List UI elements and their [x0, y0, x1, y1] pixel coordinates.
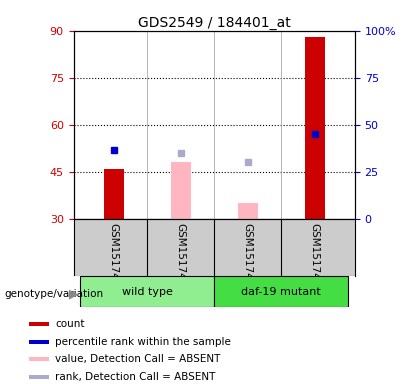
Text: GSM151748: GSM151748	[176, 223, 186, 287]
Text: GSM151745: GSM151745	[243, 223, 253, 287]
Text: wild type: wild type	[122, 287, 173, 297]
Text: rank, Detection Call = ABSENT: rank, Detection Call = ABSENT	[55, 372, 215, 382]
Bar	[80, 276, 214, 307]
Bar	[214, 276, 348, 307]
Bar	[29, 357, 49, 361]
Text: genotype/variation: genotype/variation	[4, 289, 103, 299]
Text: GSM151746: GSM151746	[310, 223, 320, 287]
Bar	[104, 169, 124, 219]
Bar	[29, 322, 49, 326]
Text: value, Detection Call = ABSENT: value, Detection Call = ABSENT	[55, 354, 221, 364]
Bar	[29, 340, 49, 344]
Text: daf-19 mutant: daf-19 mutant	[241, 287, 321, 297]
Text: ▶: ▶	[69, 287, 79, 300]
Bar	[238, 203, 258, 219]
Text: percentile rank within the sample: percentile rank within the sample	[55, 337, 231, 347]
Text: count: count	[55, 319, 85, 329]
Title: GDS2549 / 184401_at: GDS2549 / 184401_at	[138, 16, 291, 30]
Bar	[171, 162, 191, 219]
Bar	[29, 375, 49, 379]
Bar	[304, 37, 325, 219]
Text: GSM151747: GSM151747	[109, 223, 119, 287]
